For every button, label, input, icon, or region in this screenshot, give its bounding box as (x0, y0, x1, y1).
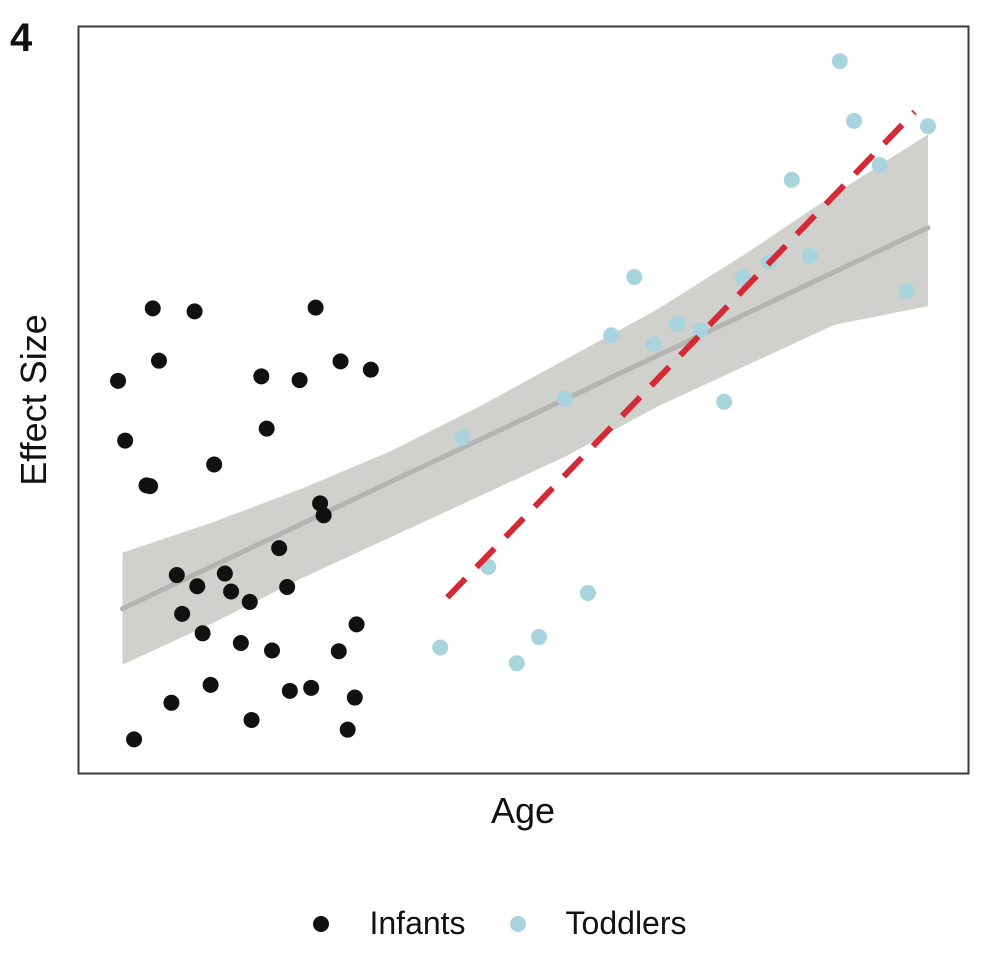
legend-item-toddlers: Toddlers (509, 905, 687, 942)
toddler-point (871, 156, 888, 173)
infant-point (142, 478, 159, 495)
series-infants (110, 299, 379, 748)
infant-point (168, 567, 185, 584)
legend-item-infants: Infants (313, 905, 466, 942)
infant-point (216, 565, 233, 582)
infant-point (339, 721, 356, 738)
infant-point (126, 731, 143, 748)
infant-point (264, 642, 281, 659)
toddler-point (579, 584, 596, 601)
toddler-point (645, 336, 662, 353)
toddler-point (919, 118, 936, 135)
infant-point (194, 625, 211, 642)
infant-point (202, 676, 219, 693)
toddler-point (454, 429, 471, 446)
toddler-point (783, 171, 800, 188)
legend-swatch-toddlers (509, 915, 526, 932)
toddler-trend-line (445, 109, 917, 600)
infant-point (271, 540, 288, 557)
infant-point (243, 711, 260, 728)
toddler-point (556, 390, 573, 407)
toddler-point (846, 112, 863, 129)
infant-point (174, 605, 191, 622)
infant-point (307, 299, 324, 316)
x-axis-label: Age (490, 790, 556, 831)
infant-point (348, 616, 365, 633)
toddler-point (603, 327, 620, 344)
legend-label-infants: Infants (369, 905, 466, 941)
legend-swatch-infants (313, 915, 330, 932)
infant-point (315, 507, 332, 524)
infant-point (163, 694, 180, 711)
toddler-point (898, 283, 915, 300)
toddler-point (734, 269, 751, 286)
infant-point (279, 578, 296, 595)
infant-point (232, 635, 249, 652)
infant-point (186, 303, 203, 320)
legend: Infants Toddlers (0, 905, 1000, 942)
plot-frame (77, 25, 970, 775)
series-toddlers (432, 53, 936, 672)
infant-point (150, 352, 167, 369)
toddler-point (801, 248, 818, 265)
toddler-point (831, 53, 848, 70)
toddler-point (432, 639, 449, 656)
infant-point (346, 689, 363, 706)
infant-point (332, 353, 349, 370)
points-layer (110, 53, 936, 748)
y-axis-label: Effect Size (13, 314, 54, 486)
toddler-trend-layer (445, 109, 917, 600)
infant-point (330, 643, 347, 660)
infant-point (281, 682, 298, 699)
toddler-point (626, 268, 643, 285)
infant-point (253, 368, 270, 385)
toddler-point (668, 316, 685, 333)
infant-point (362, 361, 379, 378)
infant-point (117, 432, 134, 449)
infant-point (206, 456, 223, 473)
panel-label: 4 (10, 16, 33, 60)
infant-point (241, 593, 258, 610)
infant-point (144, 300, 161, 317)
infant-point (291, 372, 308, 389)
toddler-point (716, 393, 733, 410)
infant-point (258, 420, 275, 437)
legend-label-toddlers: Toddlers (565, 905, 687, 941)
confidence-band (122, 134, 928, 665)
infant-point (303, 679, 320, 696)
infant-point (189, 578, 206, 595)
toddler-point (531, 629, 548, 646)
toddler-point (508, 655, 525, 672)
fit-line-layer (120, 225, 931, 612)
infant-point (110, 372, 127, 389)
fit-line (120, 225, 931, 612)
confidence-band-layer (122, 134, 928, 665)
infant-point (223, 583, 240, 600)
